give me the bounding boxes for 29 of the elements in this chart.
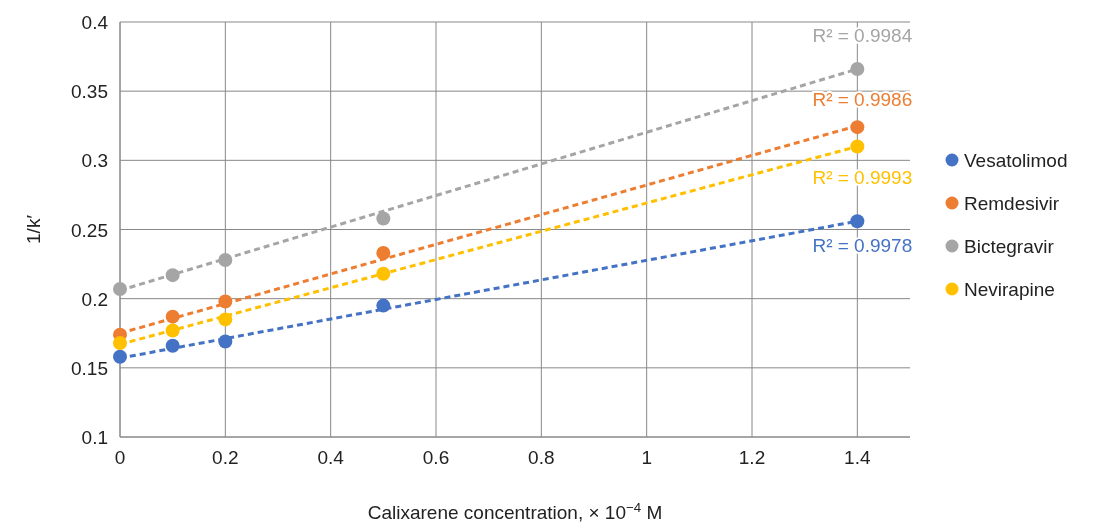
y-tick-label: 0.1 bbox=[81, 427, 108, 448]
annotation: R² = 0.9986 bbox=[812, 89, 913, 111]
x-tick-label: 1 bbox=[641, 447, 652, 468]
legend-label: Remdesivir bbox=[964, 193, 1060, 214]
point bbox=[850, 62, 865, 77]
annotation: R² = 0.9993 bbox=[812, 166, 913, 188]
x-tick-label: 1.2 bbox=[738, 447, 766, 468]
point bbox=[376, 211, 391, 226]
x-tick-label: 0.2 bbox=[212, 447, 239, 468]
point bbox=[850, 214, 865, 229]
y-tick-label: 0.3 bbox=[81, 150, 108, 172]
y-tick-label: 0.4 bbox=[81, 12, 109, 33]
point bbox=[850, 139, 865, 154]
legend-label: Nevirapine bbox=[964, 279, 1055, 300]
legend-label: Bictegravir bbox=[964, 236, 1055, 257]
legend-label: Vesatolimod bbox=[964, 150, 1068, 171]
y-tick-label: 0.15 bbox=[71, 357, 108, 379]
x-axis-title: Calixarene concentration, × 10$^{−4}$ M bbox=[367, 499, 663, 523]
y-tick-label: 0.35 bbox=[71, 81, 108, 103]
x-tick-label: 0.6 bbox=[422, 447, 450, 468]
y-axis-title: 1/k′ bbox=[23, 214, 44, 244]
y-tick-label: 0.2 bbox=[81, 288, 108, 310]
annotation: R² = 0.9978 bbox=[812, 235, 913, 257]
point bbox=[376, 246, 391, 261]
x-tick-label: 1.4 bbox=[844, 447, 871, 468]
y-tick-label: 0.25 bbox=[71, 219, 108, 241]
x-tick-label: 0.4 bbox=[317, 447, 345, 468]
x-tick-label: 0.8 bbox=[528, 447, 555, 468]
x-tick-label: 0 bbox=[114, 447, 126, 468]
